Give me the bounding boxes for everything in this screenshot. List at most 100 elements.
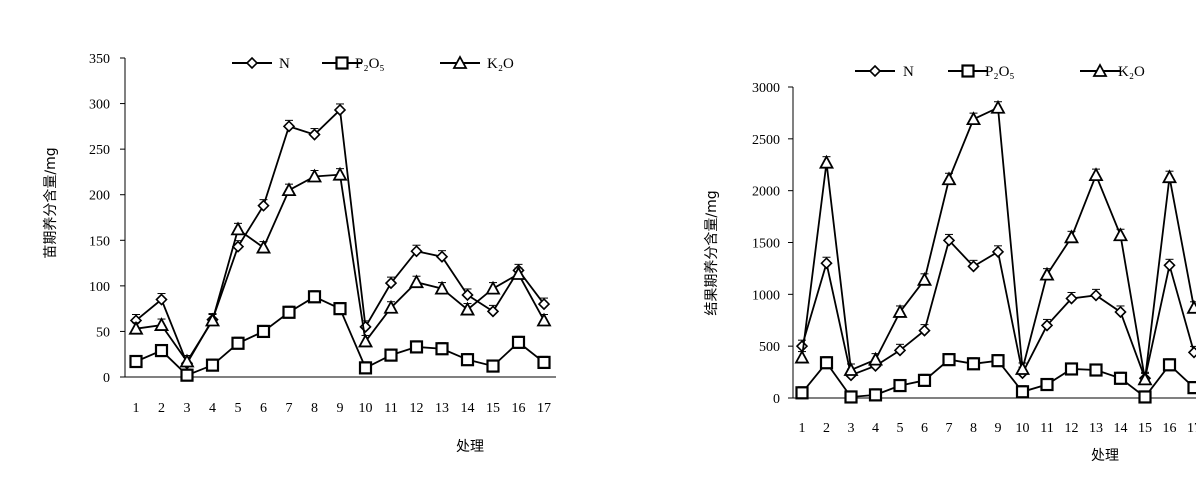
y-axis-label: 结果期养分含量/mg (704, 190, 720, 315)
x-axis-label: 处理 (1091, 448, 1119, 464)
data-point-square (409, 340, 424, 354)
data-point-square (333, 302, 347, 316)
data-point-triangle (128, 320, 144, 335)
data-point-square (1162, 358, 1177, 372)
data-point-triangle (434, 280, 450, 295)
legend-label: N (903, 64, 914, 80)
data-point-square (819, 356, 834, 370)
x-tick-label: 4 (209, 401, 216, 416)
y-tick-label: 1000 (752, 288, 780, 303)
x-tick-label: 4 (872, 421, 879, 436)
y-tick-label: 100 (89, 280, 110, 295)
data-point-triangle (357, 333, 374, 348)
data-point-diamond (1065, 292, 1078, 305)
data-point-diamond (1163, 259, 1176, 272)
data-point-square (256, 324, 271, 339)
data-point-diamond (991, 245, 1005, 258)
x-tick-label: 14 (461, 401, 475, 416)
data-point-square (1015, 385, 1030, 399)
x-tick-label: 16 (512, 401, 526, 416)
x-tick-label: 5 (235, 401, 242, 416)
data-point-triangle (332, 166, 348, 181)
data-point-triangle (1112, 227, 1129, 242)
x-tick-label: 7 (946, 421, 953, 436)
y-tick-label: 500 (759, 340, 780, 355)
x-tick-label: 1 (133, 401, 140, 416)
legend-marker-square (961, 64, 975, 78)
x-tick-label: 8 (970, 421, 977, 436)
data-point-triangle (941, 171, 957, 186)
y-tick-label: 0 (773, 392, 780, 407)
legend-marker-triangle (1092, 63, 1108, 77)
legend-marker-triangle (452, 55, 468, 69)
data-point-diamond (1089, 289, 1103, 302)
x-tick-label: 1 (799, 421, 806, 436)
data-point-square (129, 354, 143, 369)
data-point-diamond (893, 344, 907, 357)
x-tick-label: 13 (435, 401, 449, 416)
y-tick-label: 350 (89, 52, 110, 67)
data-point-square (435, 342, 449, 356)
data-point-triangle (916, 271, 933, 286)
data-point-diamond (1187, 346, 1196, 359)
x-tick-label: 9 (995, 421, 1002, 436)
data-point-square (537, 355, 551, 370)
data-point-square (384, 348, 398, 362)
data-point-triangle (990, 99, 1006, 114)
data-point-diamond (384, 276, 398, 290)
x-tick-label: 10 (1016, 421, 1030, 436)
x-tick-label: 12 (410, 401, 424, 416)
data-point-triangle (892, 304, 908, 318)
y-tick-label: 2500 (752, 133, 780, 148)
data-point-square (180, 368, 194, 382)
series-line-triangle (135, 173, 545, 364)
legend-label: P₂O₅ (985, 64, 1015, 80)
data-point-diamond (257, 199, 270, 212)
data-point-square (991, 354, 1005, 368)
x-tick-label: 16 (1163, 421, 1177, 436)
data-point-square (231, 336, 245, 350)
legend-label: N (279, 56, 290, 72)
y-tick-label: 300 (89, 98, 110, 113)
data-point-diamond (918, 324, 931, 337)
data-point-square (1187, 381, 1196, 395)
x-tick-label: 6 (921, 421, 928, 436)
data-point-diamond (486, 305, 500, 318)
data-point-diamond (1040, 319, 1054, 332)
data-point-square (1040, 377, 1054, 392)
data-point-triangle (818, 154, 835, 169)
data-point-triangle (485, 280, 501, 295)
x-tick-label: 15 (486, 401, 500, 416)
data-point-triangle (1014, 361, 1031, 375)
x-tick-label: 2 (158, 401, 165, 416)
series-line-triangle (801, 106, 1195, 380)
data-point-triangle (510, 266, 527, 280)
y-tick-label: 3000 (752, 81, 780, 96)
data-point-square (795, 386, 809, 400)
data-point-diamond (410, 245, 423, 258)
y-tick-label: 2000 (752, 185, 780, 200)
data-point-diamond (435, 250, 449, 263)
data-point-triangle (383, 299, 399, 314)
y-axis-label: 苗期养分含量/mg (43, 147, 59, 258)
legend-label: K₂O (1118, 64, 1145, 80)
y-tick-label: 150 (89, 234, 110, 249)
x-tick-label: 9 (337, 401, 344, 416)
x-tick-label: 12 (1065, 421, 1079, 436)
data-point-square (917, 373, 932, 387)
y-tick-label: 200 (89, 189, 110, 204)
data-point-triangle (1088, 167, 1104, 182)
y-tick-label: 1500 (752, 237, 780, 252)
x-tick-label: 13 (1089, 421, 1103, 436)
data-point-triangle (1186, 299, 1196, 314)
data-point-square (486, 359, 500, 373)
data-point-triangle (408, 274, 425, 289)
data-point-triangle (204, 312, 221, 327)
data-point-square (282, 305, 296, 319)
x-tick-label: 14 (1114, 421, 1128, 436)
data-point-triangle (1137, 371, 1153, 386)
x-tick-label: 8 (311, 401, 318, 416)
